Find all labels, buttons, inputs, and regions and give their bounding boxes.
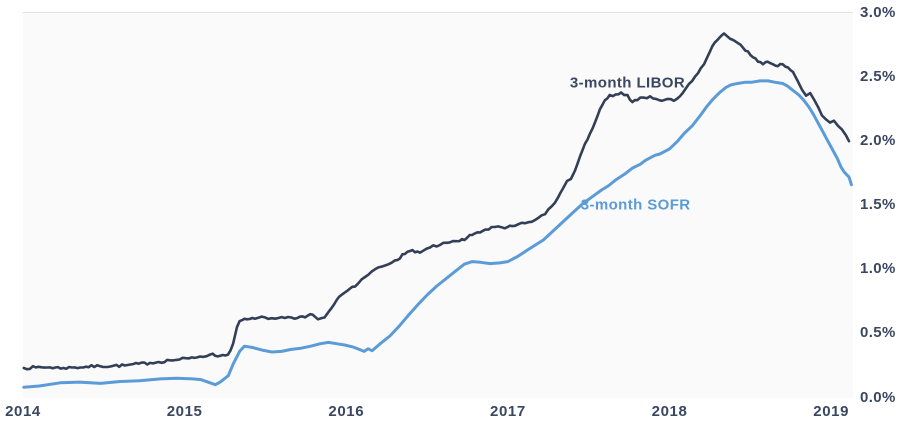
y-tick-label: 2.5% xyxy=(860,68,896,86)
y-tick-label: 0.0% xyxy=(860,388,896,406)
x-tick-label: 2018 xyxy=(651,403,688,420)
series-group xyxy=(22,32,853,389)
plot-area xyxy=(23,12,853,398)
x-tick-label: 2016 xyxy=(328,403,365,420)
libor-line xyxy=(22,32,851,371)
sofr-label: 3-month SOFR xyxy=(580,196,691,214)
x-tick-label: 2015 xyxy=(166,403,203,420)
y-tick-label: 1.0% xyxy=(860,260,896,278)
y-tick-label: 3.0% xyxy=(860,4,896,21)
x-tick-label: 2019 xyxy=(813,403,850,420)
y-tick-label: 0.5% xyxy=(860,324,896,342)
libor-label: 3-month LIBOR xyxy=(569,74,686,92)
x-tick-label: 2014 xyxy=(5,403,41,420)
x-tick-label: 2017 xyxy=(490,403,526,420)
y-tick-label: 1.5% xyxy=(860,196,896,214)
sofr-line xyxy=(22,79,853,389)
y-tick-label: 2.0% xyxy=(860,132,896,150)
